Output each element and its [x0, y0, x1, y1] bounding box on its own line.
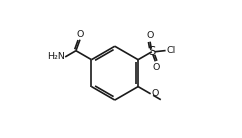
Text: S: S — [148, 45, 155, 58]
Text: Cl: Cl — [166, 46, 175, 55]
Text: H₂N: H₂N — [47, 52, 65, 61]
Text: O: O — [152, 63, 159, 72]
Text: O: O — [76, 30, 84, 39]
Text: O: O — [146, 31, 154, 40]
Text: O: O — [151, 89, 159, 98]
